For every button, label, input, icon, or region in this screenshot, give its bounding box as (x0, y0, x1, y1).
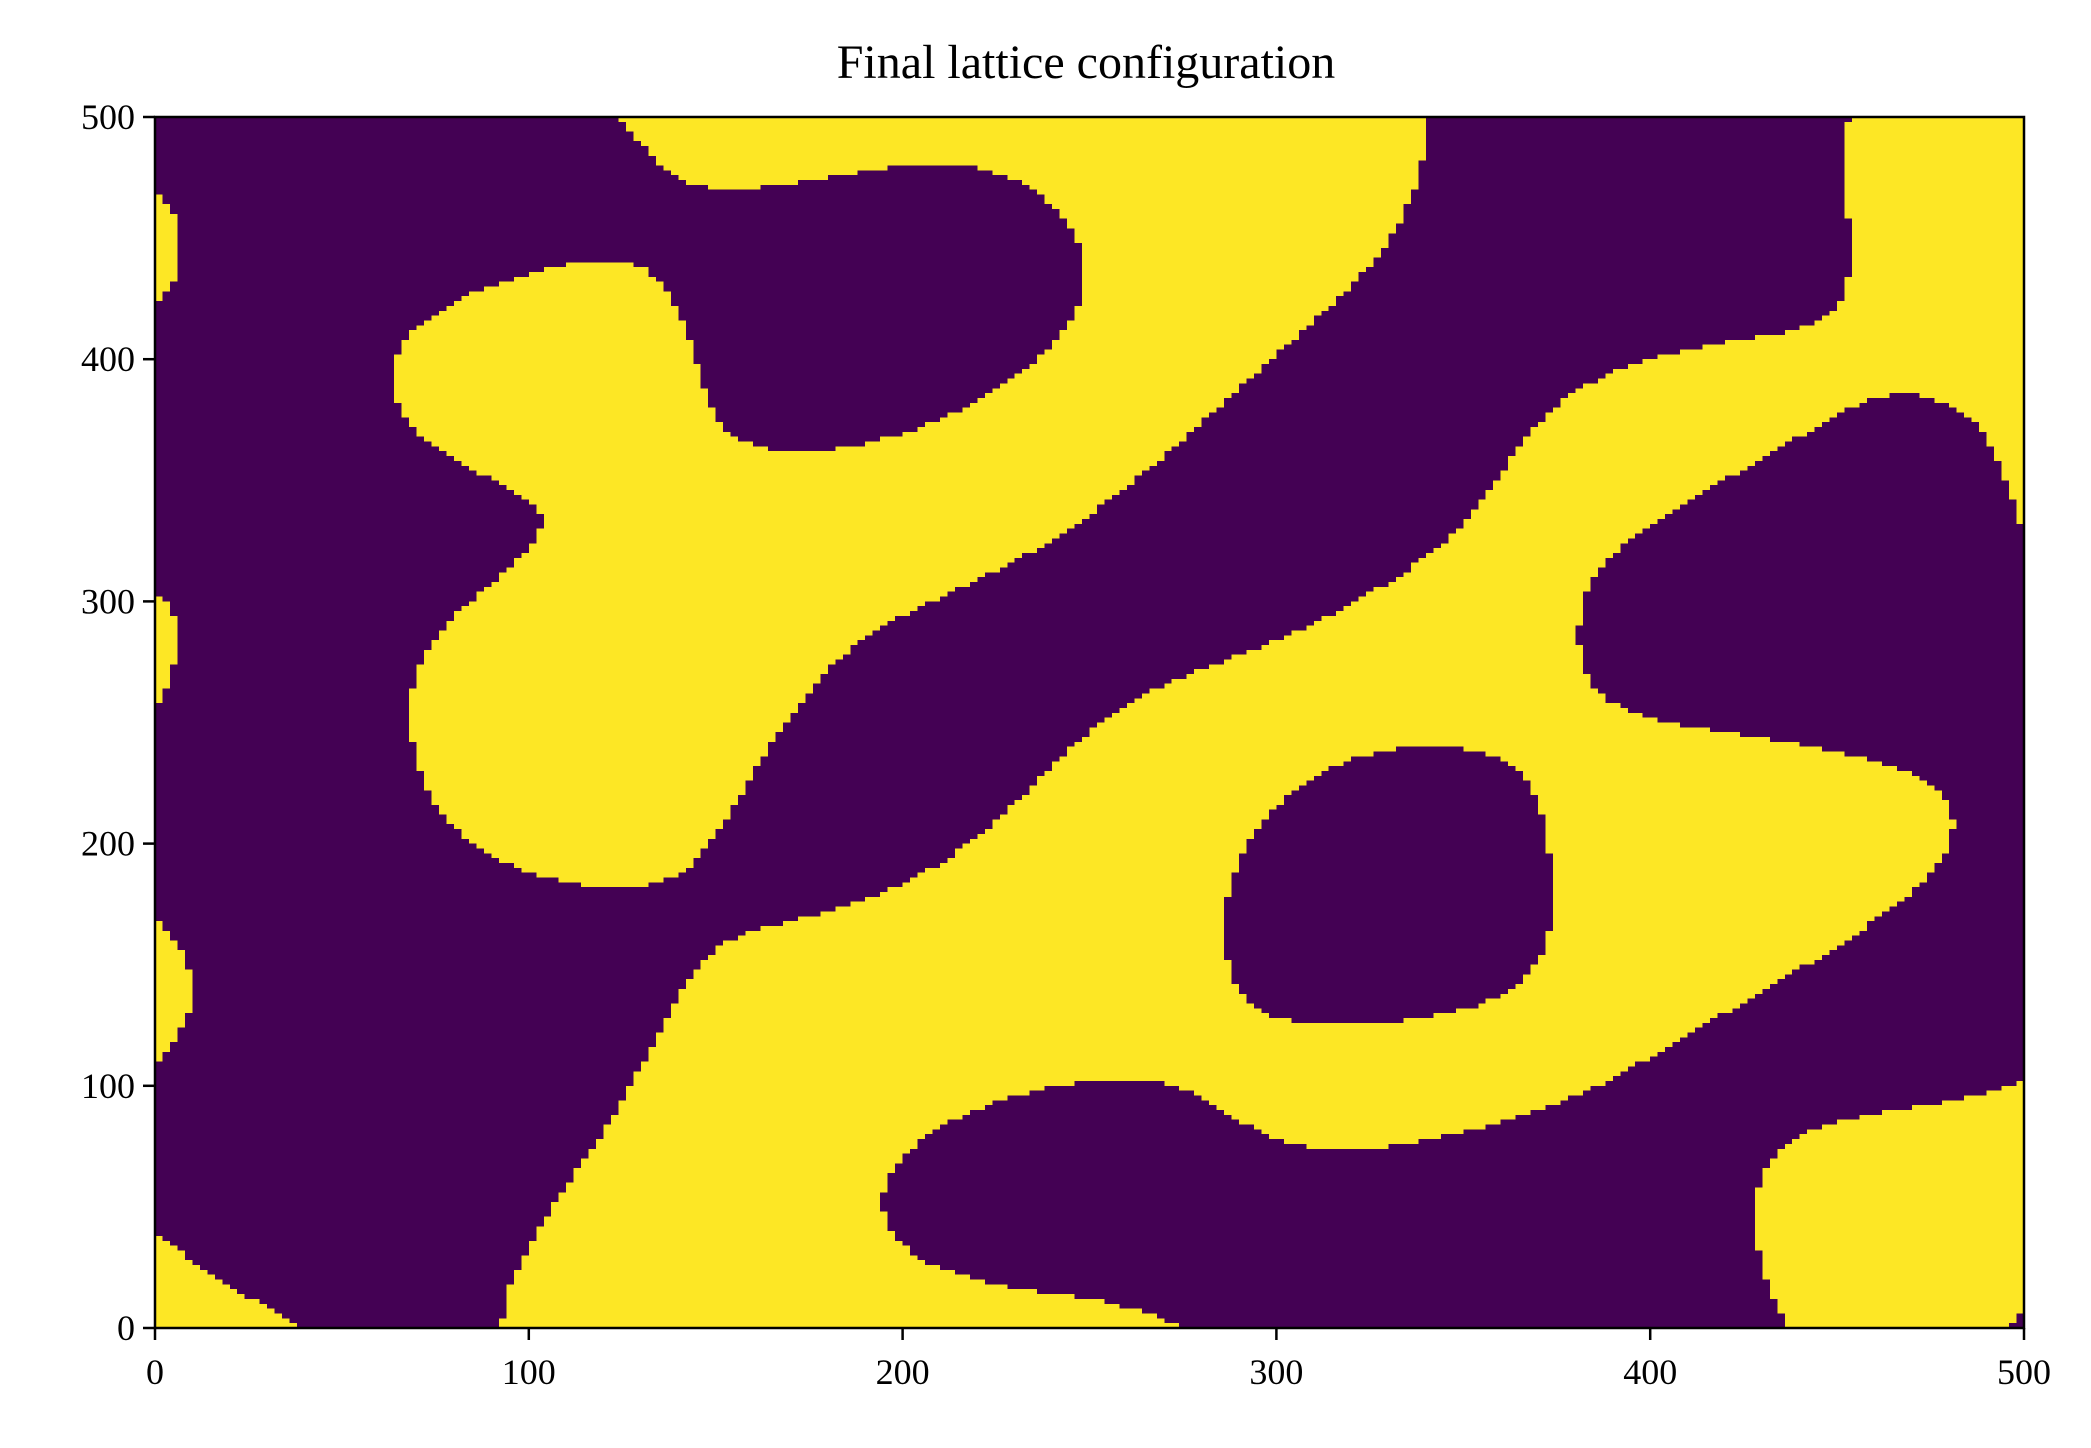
y-tick-label: 500 (81, 97, 135, 137)
x-tick-label: 400 (1623, 1352, 1677, 1392)
x-tick-label: 200 (876, 1352, 930, 1392)
y-tick-label: 100 (81, 1066, 135, 1106)
x-tick-label: 100 (502, 1352, 556, 1392)
lattice-heatmap (155, 117, 2024, 1328)
y-tick-label: 200 (81, 824, 135, 864)
y-tick-label: 400 (81, 339, 135, 379)
chart-title: Final lattice configuration (837, 36, 1336, 89)
lattice-image (155, 117, 2024, 1328)
plot-area (153, 115, 2026, 1330)
y-axis: 0 100 200 300 400 500 (81, 97, 155, 1348)
y-tick-label: 300 (81, 581, 135, 621)
plot-frame (153, 115, 2026, 1330)
x-tick-label: 300 (1249, 1352, 1303, 1392)
x-tick-label: 0 (146, 1352, 164, 1392)
y-tick-label: 0 (117, 1308, 135, 1348)
x-tick-label: 500 (1997, 1352, 2051, 1392)
x-axis: 0 100 200 300 400 500 (146, 1328, 2051, 1392)
